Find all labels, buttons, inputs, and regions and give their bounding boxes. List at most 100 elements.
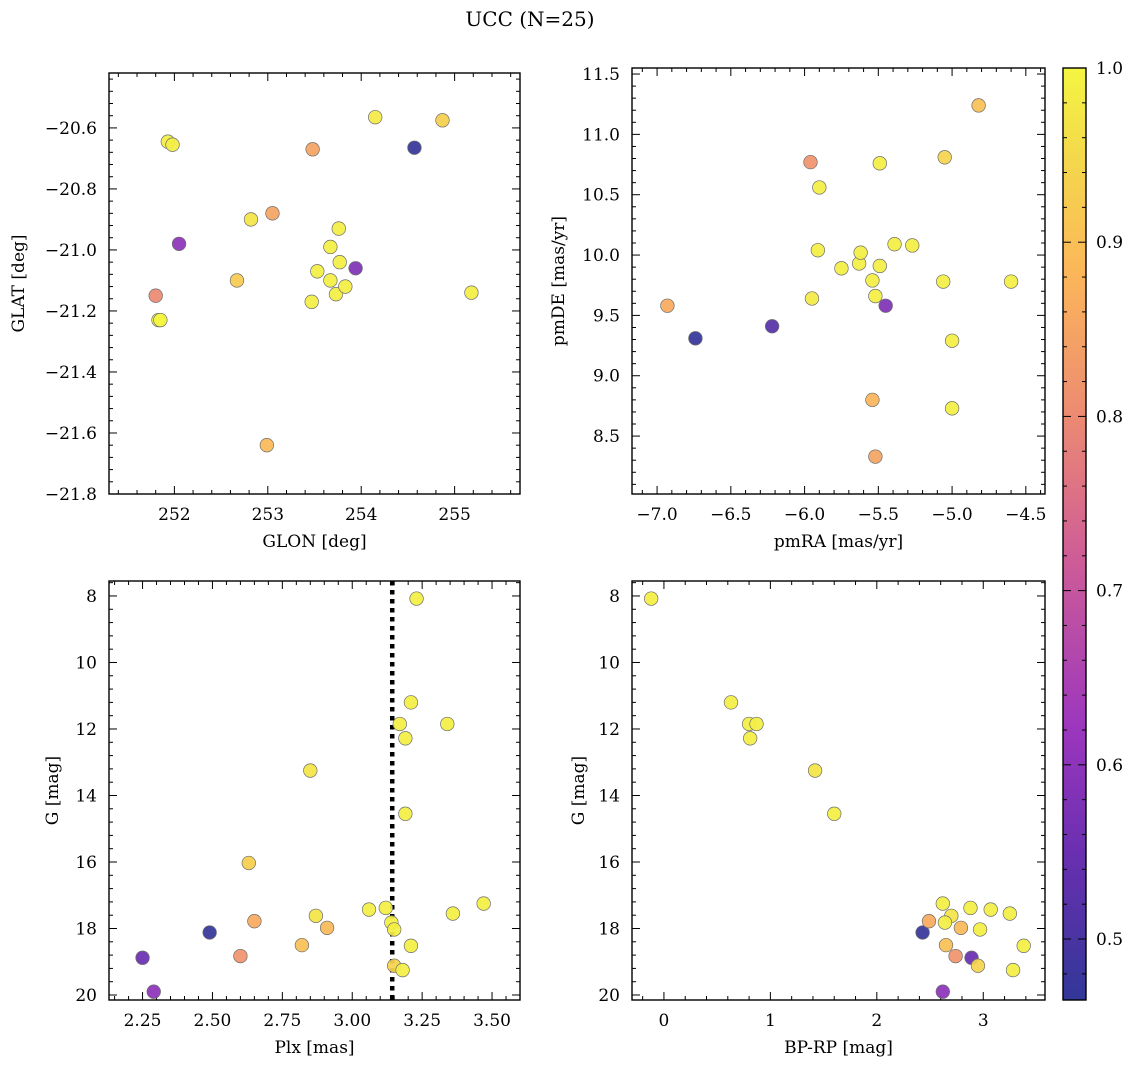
data-point <box>810 243 825 258</box>
data-point <box>936 274 951 289</box>
data-point <box>872 258 887 274</box>
y-tick-label: 20 <box>598 986 620 1006</box>
data-point <box>944 333 960 348</box>
data-point <box>723 695 739 710</box>
data-point <box>171 236 187 251</box>
x-tick-label: 0 <box>659 1011 670 1031</box>
x-axis-label: pmRA [mas/yr] <box>774 532 903 552</box>
x-tick-label: 3 <box>978 1011 989 1031</box>
x-tick-label: 2.50 <box>194 1011 232 1031</box>
x-tick-label: −6.0 <box>784 505 825 525</box>
axes-frame <box>631 67 1046 495</box>
y-tick-label: 10.5 <box>582 186 620 206</box>
panel-pmra-pmde: −7.0 −6.5 −6.0 −5.5 −5.0 −4.5 8.5 9.0 9.5 10.0 10.… <box>549 65 1046 552</box>
colorbar-tick-label: 0.9 <box>1096 233 1123 253</box>
data-point <box>868 288 883 304</box>
y-tick-label: 18 <box>75 920 97 940</box>
data-point <box>403 695 419 710</box>
data-point <box>338 279 353 294</box>
y-tick-label: 14 <box>75 786 97 806</box>
data-point <box>378 900 393 916</box>
colorbar-gradient <box>1063 68 1086 1000</box>
x-axis-label: Plx [mas] <box>274 1038 354 1058</box>
y-tick-label: 9.5 <box>593 306 620 326</box>
ticks-plx-g <box>109 581 521 1000</box>
data-point <box>303 763 318 778</box>
points-bprp-g <box>644 591 1031 999</box>
data-point <box>308 908 324 924</box>
data-point <box>323 239 338 255</box>
data-point <box>872 156 887 171</box>
x-tick-label: 1 <box>765 1011 776 1031</box>
data-point <box>328 287 344 302</box>
data-point <box>915 925 930 940</box>
data-point <box>135 950 150 965</box>
data-point <box>921 914 937 929</box>
axes-frame <box>631 580 1046 1001</box>
points-pmra-pmde <box>660 98 1019 464</box>
panel-glon-glat: 252 253 254 255 −21.8 −21.6 −21.4 −21.2 −21.0 −20… <box>9 72 521 552</box>
data-point <box>971 98 986 113</box>
y-tick-label: −21.2 <box>45 302 97 322</box>
x-tick-label: −5.0 <box>931 505 972 525</box>
data-point <box>688 331 703 346</box>
y-tick-label: 10 <box>598 653 620 673</box>
y-tick-label: 8.5 <box>593 427 620 447</box>
x-tick-label: 254 <box>345 505 377 525</box>
y-axis-label: G [mag] <box>43 756 63 825</box>
data-point <box>970 958 986 973</box>
data-point <box>937 915 953 930</box>
y-tick-label: 12 <box>75 720 97 740</box>
data-point <box>878 298 893 313</box>
data-point <box>440 716 455 732</box>
x-tick-label: 2 <box>871 1011 882 1031</box>
data-point <box>305 142 320 157</box>
data-point <box>935 896 950 911</box>
y-tick-label: 12 <box>598 720 620 740</box>
x-tick-label: 2.75 <box>263 1011 301 1031</box>
data-point <box>905 238 920 253</box>
data-point <box>331 221 346 236</box>
y-tick-label: 9.0 <box>593 367 620 387</box>
x-axis-label: BP-RP [mag] <box>784 1038 893 1058</box>
x-axis-label: GLON [deg] <box>262 532 366 552</box>
x-tick-label: −6.5 <box>710 505 751 525</box>
y-axis-label: GLAT [deg] <box>9 234 29 332</box>
data-point <box>259 438 275 453</box>
y-tick-label: 16 <box>75 853 97 873</box>
data-point <box>348 261 363 276</box>
data-point <box>304 294 319 309</box>
y-tick-label: −21.0 <box>45 241 97 261</box>
y-tick-label: 11.5 <box>582 65 620 85</box>
colorbar-tick-label: 0.8 <box>1096 407 1123 427</box>
data-point <box>243 212 259 227</box>
data-point <box>938 937 954 953</box>
x-tick-label: 3.25 <box>403 1011 441 1031</box>
data-point <box>1003 274 1019 289</box>
y-tick-label: 14 <box>598 786 620 806</box>
data-point <box>409 591 424 606</box>
y-axis-label: pmDE [mas/yr] <box>549 216 569 346</box>
data-point <box>361 902 377 917</box>
data-point <box>153 312 168 328</box>
data-point <box>827 806 842 821</box>
data-point <box>435 113 450 128</box>
x-tick-label: 252 <box>158 505 190 525</box>
data-point <box>853 245 868 260</box>
data-point <box>407 140 422 155</box>
panel-plx-g: 2.25 2.50 2.75 3.00 3.25 3.50 8 10 12 14 16 18 20 Plx… <box>43 580 521 1058</box>
y-tick-label: −21.8 <box>45 485 97 505</box>
data-point <box>887 237 902 252</box>
data-point <box>644 591 659 606</box>
data-point <box>660 298 675 313</box>
data-point <box>944 401 960 416</box>
x-tick-label: −4.5 <box>1005 505 1046 525</box>
ticks-bprp-g <box>632 581 1045 1000</box>
data-point <box>743 731 758 746</box>
data-point <box>387 922 402 937</box>
data-point <box>403 938 419 953</box>
data-point <box>834 261 849 276</box>
data-point <box>807 763 823 778</box>
x-tick-label: −7.0 <box>636 505 677 525</box>
colorbar: 0.5 0.6 0.7 0.8 0.9 1.0 <box>1062 59 1123 1001</box>
